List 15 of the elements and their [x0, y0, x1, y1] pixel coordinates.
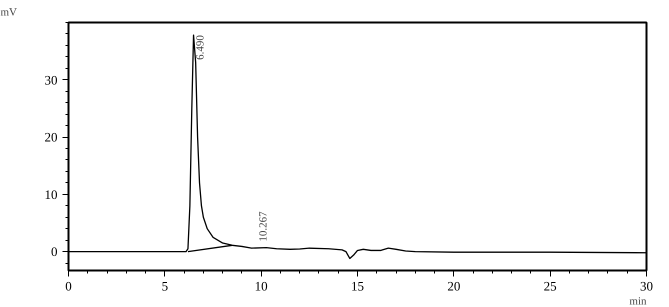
x-tick-label: 30: [640, 278, 653, 294]
y-tick-label: 30: [44, 72, 58, 88]
y-axis-title: mV: [0, 6, 18, 18]
y-tick-label: 20: [44, 130, 58, 145]
x-tick-label: 0: [65, 278, 72, 294]
x-tick-label: 5: [162, 278, 168, 294]
annotation: 6.490: [194, 34, 207, 60]
annotation: 10.267: [257, 210, 270, 242]
y-tick-label: 0: [51, 244, 58, 260]
x-tick-label: 25: [544, 278, 557, 294]
x-tick-label: 15: [351, 278, 364, 294]
y-tick-label: 10: [44, 186, 58, 202]
x-tick-label: 20: [447, 278, 460, 294]
x-tick-label: 10: [254, 278, 268, 294]
x-axis-title: min: [629, 296, 647, 307]
